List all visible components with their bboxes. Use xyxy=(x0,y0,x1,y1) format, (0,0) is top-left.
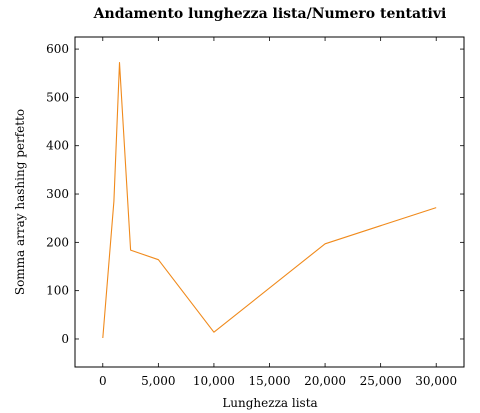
x-tick-label: 10,000 xyxy=(193,374,235,388)
y-axis: 0 100 200 300 400 500 600 xyxy=(46,42,464,346)
y-tick-label: 600 xyxy=(46,42,69,56)
x-axis: 0 5,000 10,000 15,000 20,000 25,000 30,000 xyxy=(99,37,457,388)
plot-frame xyxy=(74,36,465,368)
chart-title: Andamento lunghezza lista/Numero tentati… xyxy=(93,6,447,22)
y-tick-label: 0 xyxy=(61,332,69,346)
series-line-0 xyxy=(102,62,437,339)
y-tick-label: 200 xyxy=(46,235,69,249)
y-tick-label: 300 xyxy=(46,187,69,201)
x-tick-label: 30,000 xyxy=(415,374,457,388)
x-tick-label: 0 xyxy=(99,374,107,388)
x-tick-label: 25,000 xyxy=(360,374,402,388)
x-tick-label: 15,000 xyxy=(249,374,291,388)
series-layer xyxy=(102,62,437,339)
x-tick-label: 20,000 xyxy=(304,374,346,388)
x-axis-label: Lunghezza lista xyxy=(222,396,317,410)
y-axis-label: Somma array hashing perfetto xyxy=(13,109,27,295)
y-tick-label: 100 xyxy=(46,284,69,298)
x-tick-label: 5,000 xyxy=(141,374,175,388)
y-tick-label: 500 xyxy=(46,90,69,104)
y-tick-label: 400 xyxy=(46,139,69,153)
